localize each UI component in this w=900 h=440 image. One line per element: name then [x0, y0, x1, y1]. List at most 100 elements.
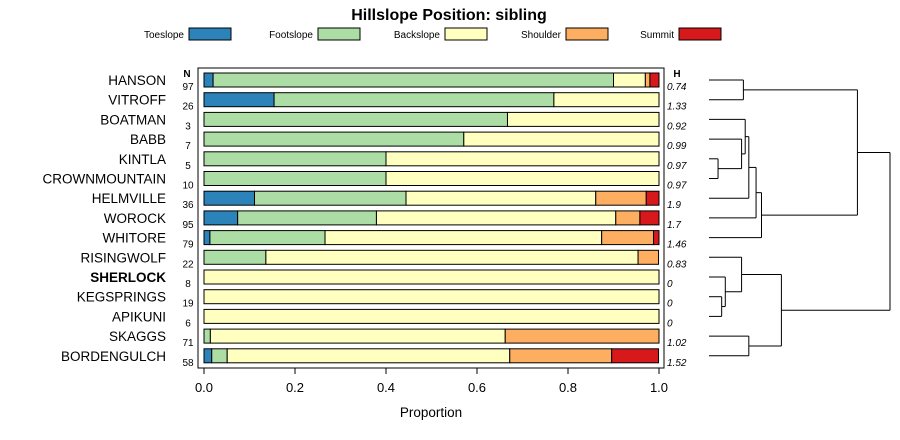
- row-label-apikuni: APIKUNI: [112, 309, 166, 324]
- bar-segment-helmville-toeslope: [203, 190, 256, 206]
- row-label-babb: BABB: [130, 132, 166, 147]
- chart-title: Hillslope Position: sibling: [351, 7, 547, 24]
- n-value-worock: 95: [182, 220, 194, 231]
- n-value-babb: 7: [185, 141, 191, 152]
- bar-segment-hanson-footslope: [212, 72, 614, 88]
- h-value-kintla: 0.97: [667, 161, 687, 172]
- bar-segment-risingwolf-shoulder: [637, 249, 660, 265]
- legend-label-shoulder: Shoulder: [521, 30, 562, 41]
- x-axis-label: Proportion: [400, 405, 462, 420]
- h-value-boatman: 0.92: [667, 121, 687, 132]
- x-tick-label-0.2: 0.2: [286, 380, 304, 395]
- bar-segment-helmville-shoulder: [595, 190, 647, 206]
- row-label-bordengulch: BORDENGULCH: [61, 349, 166, 364]
- bar-segment-kintla-backslope: [385, 151, 660, 167]
- legend-swatch-footslope: [317, 27, 361, 41]
- h-value-helmville: 1.9: [667, 200, 681, 211]
- bar-segment-whitore-backslope: [324, 230, 603, 246]
- plot-frame: [197, 67, 665, 369]
- bar-segment-vitroff-footslope: [273, 92, 555, 108]
- legend-swatch-shoulder: [565, 27, 609, 41]
- x-tick-label-0.8: 0.8: [559, 380, 577, 395]
- bar-segment-bordengulch-summit: [611, 348, 660, 364]
- row-label-whitore: WHITORE: [103, 231, 167, 246]
- bar-segment-helmville-footslope: [254, 190, 407, 206]
- stacked-bars: [203, 72, 660, 364]
- row-label-skaggs: SKAGGS: [109, 329, 166, 344]
- h-value-kegsprings: 0: [667, 299, 673, 310]
- h-value-bordengulch: 1.52: [667, 358, 687, 369]
- n-value-skaggs: 71: [182, 338, 194, 349]
- bar-segment-worock-backslope: [375, 210, 617, 226]
- bar-segment-vitroff-toeslope: [203, 92, 275, 108]
- legend-label-toeslope: Toeslope: [144, 30, 184, 41]
- x-axis: 0.0 0.2 0.4 0.6 0.8 1.0: [195, 368, 668, 395]
- bar-segment-bordengulch-shoulder: [509, 348, 613, 364]
- row-label-worock: WOROCK: [104, 211, 166, 226]
- bar-segment-kintla-footslope: [203, 151, 387, 167]
- dendrogram: [709, 79, 891, 357]
- bar-segment-babb-footslope: [203, 131, 465, 147]
- h-value-crownmountain: 0.97: [667, 181, 687, 192]
- h-value-risingwolf: 0.83: [667, 259, 687, 270]
- bar-segment-skaggs-shoulder: [504, 328, 660, 344]
- n-value-crownmountain: 10: [182, 181, 194, 192]
- row-label-helmville: HELMVILLE: [92, 191, 166, 206]
- bar-segment-hanson-toeslope: [203, 72, 214, 88]
- h-value-babb: 0.99: [667, 141, 687, 152]
- bar-segment-risingwolf-footslope: [203, 249, 267, 265]
- legend-swatch-summit: [678, 27, 722, 41]
- bar-segment-hanson-shoulder: [644, 72, 651, 88]
- n-value-helmville: 36: [182, 200, 194, 211]
- bar-segment-sherlock-backslope: [203, 269, 660, 285]
- legend-label-backslope: Backslope: [394, 30, 441, 41]
- bar-segment-worock-footslope: [237, 210, 377, 226]
- h-value-apikuni: 0: [667, 318, 673, 329]
- bar-segment-whitore-toeslope: [203, 230, 211, 246]
- bar-segment-crownmountain-footslope: [203, 171, 387, 186]
- bar-segment-whitore-summit: [653, 230, 660, 246]
- n-value-kegsprings: 19: [182, 299, 194, 310]
- h-value-hanson: 0.74: [667, 82, 687, 93]
- n-value-kintla: 5: [185, 161, 191, 172]
- bar-segment-skaggs-footslope: [203, 328, 211, 344]
- row-label-boatman: BOATMAN: [100, 112, 166, 127]
- row-label-crownmountain: CROWNMOUNTAIN: [43, 172, 166, 187]
- bar-segment-worock-summit: [639, 210, 660, 226]
- bar-segment-risingwolf-backslope: [265, 249, 639, 265]
- row-label-vitroff: VITROFF: [108, 93, 166, 108]
- bar-segment-hanson-summit: [649, 72, 660, 88]
- h-column-header: H: [673, 69, 680, 80]
- n-value-boatman: 3: [185, 121, 191, 132]
- h-value-sherlock: 0: [667, 279, 673, 290]
- legend: Toeslope Footslope Backslope Shoulder Summit: [144, 27, 722, 41]
- n-value-sherlock: 8: [185, 279, 191, 290]
- legend-label-summit: Summit: [640, 30, 674, 41]
- bar-segment-bordengulch-backslope: [226, 348, 511, 364]
- n-value-hanson: 97: [182, 82, 194, 93]
- h-value-worock: 1.7: [667, 220, 681, 231]
- bar-segment-whitore-shoulder: [601, 230, 655, 246]
- row-label-kegsprings: KEGSPRINGS: [77, 290, 166, 305]
- bar-segment-worock-toeslope: [203, 210, 239, 226]
- x-tick-label-0.0: 0.0: [195, 380, 213, 395]
- row-label-kintla: KINTLA: [119, 152, 166, 167]
- bar-segment-boatman-footslope: [203, 111, 508, 127]
- bar-segment-apikuni-backslope: [203, 308, 660, 324]
- bar-segment-vitroff-backslope: [553, 92, 660, 108]
- bar-segment-kegsprings-backslope: [203, 289, 660, 305]
- h-value-vitroff: 1.33: [667, 102, 687, 113]
- bar-segment-helmville-summit: [645, 190, 660, 206]
- row-label-sherlock: SHERLOCK: [90, 270, 166, 285]
- bar-segment-crownmountain-backslope: [385, 171, 660, 186]
- n-value-risingwolf: 22: [182, 259, 194, 270]
- legend-swatch-backslope: [444, 27, 488, 41]
- row-label-risingwolf: RISINGWOLF: [80, 250, 166, 265]
- n-value-vitroff: 26: [182, 102, 194, 113]
- legend-swatch-toeslope: [188, 27, 232, 41]
- h-value-whitore: 1.46: [667, 240, 687, 251]
- bar-segment-whitore-footslope: [209, 230, 326, 246]
- x-tick-label-0.4: 0.4: [377, 380, 395, 395]
- row-label-hanson: HANSON: [108, 73, 166, 88]
